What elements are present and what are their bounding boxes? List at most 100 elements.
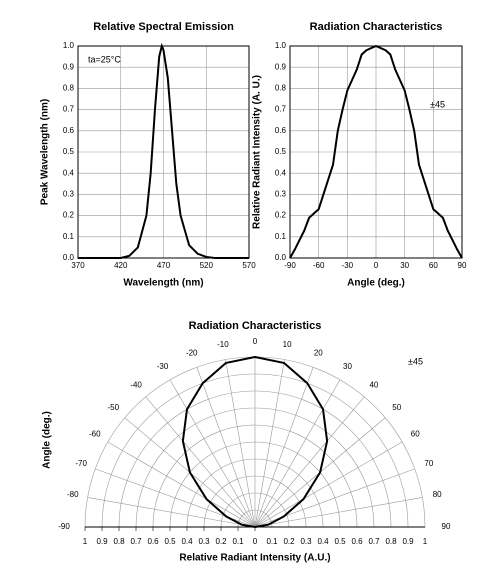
angle-tick-label: 0 — [253, 337, 258, 346]
angle-tick-label: 80 — [433, 490, 442, 499]
data-line — [181, 356, 329, 528]
chart-title: Relative Spectral Emission — [93, 21, 234, 33]
r-tick-label: 0.4 — [181, 537, 193, 546]
chart-title: Radiation Characteristics — [189, 320, 322, 332]
x-tick-label: 0 — [374, 261, 379, 270]
y-tick-label: 0.5 — [63, 147, 75, 156]
r-tick-label: 0.9 — [402, 537, 414, 546]
angle-tick-label: 40 — [369, 380, 378, 389]
x-tick-label: 90 — [458, 261, 467, 270]
angle-tick-label: 60 — [411, 430, 420, 439]
angle-tick-label: -70 — [75, 459, 87, 468]
r-tick-label: 1 — [423, 537, 428, 546]
r-tick-label: 0.9 — [96, 537, 108, 546]
grid-line — [196, 367, 256, 528]
grid-line — [107, 441, 256, 528]
r-tick-label: 0 — [253, 537, 258, 546]
angle-tick-label: 20 — [314, 348, 323, 357]
annotation: ±45 — [408, 356, 423, 366]
angle-tick-label: -60 — [89, 430, 101, 439]
grid-line — [254, 396, 365, 528]
grid-line — [254, 359, 285, 528]
y-tick-label: 0.7 — [63, 105, 75, 114]
chart-title: Radiation Characteristics — [310, 21, 443, 33]
y-tick-label: 0.8 — [275, 84, 287, 93]
y-tick-label: 0.6 — [275, 126, 287, 135]
angle-tick-label: -90 — [58, 522, 70, 531]
grid-line — [225, 359, 256, 528]
r-tick-label: 0.3 — [198, 537, 210, 546]
x-tick-label: -60 — [313, 261, 325, 270]
grid-line — [254, 497, 423, 528]
annotation: ta=25°C — [88, 54, 121, 64]
r-tick-label: 0.1 — [232, 537, 244, 546]
plot-frame — [77, 45, 250, 259]
y-tick-label: 0.3 — [275, 190, 287, 199]
grid-line — [254, 441, 403, 528]
annotation: ±45 — [430, 99, 445, 109]
grid-line — [254, 367, 314, 528]
angle-tick-label: -30 — [157, 362, 169, 371]
angle-tick-label: -10 — [217, 340, 229, 349]
angle-tick-label: -50 — [108, 403, 120, 412]
r-tick-label: 0.6 — [351, 537, 363, 546]
angle-tick-label: 50 — [392, 403, 401, 412]
r-tick-label: 0.1 — [266, 537, 278, 546]
r-tick-label: 1 — [83, 537, 88, 546]
x-axis-label: Angle (deg.) — [347, 278, 405, 289]
x-tick-label: 370 — [71, 261, 85, 270]
x-tick-label: 60 — [429, 261, 438, 270]
angle-tick-label: 30 — [343, 362, 352, 371]
angle-tick-label: -20 — [186, 348, 198, 357]
y-tick-label: 1.0 — [275, 41, 287, 50]
angle-tick-label: 70 — [424, 459, 433, 468]
x-axis-label: Relative Radiant Intensity (A.U.) — [179, 553, 330, 564]
y-tick-label: 0.9 — [275, 62, 287, 71]
grid-line — [145, 396, 256, 528]
y-tick-label: 0.7 — [275, 105, 287, 114]
y-tick-label: 0.0 — [275, 253, 287, 262]
y-tick-label: 0.0 — [63, 253, 75, 262]
x-tick-label: 30 — [400, 261, 409, 270]
r-tick-label: 0.6 — [147, 537, 159, 546]
y-axis-label: Relative Radiant Intensity (A. U.) — [252, 75, 263, 229]
r-tick-label: 0.8 — [385, 537, 397, 546]
x-tick-label: 420 — [114, 261, 128, 270]
y-tick-label: 1.0 — [63, 41, 75, 50]
y-tick-label: 0.4 — [275, 168, 287, 177]
grid-line — [87, 497, 256, 528]
r-tick-label: 0.5 — [334, 537, 346, 546]
y-tick-label: 0.1 — [63, 232, 75, 241]
y-tick-label: 0.1 — [275, 232, 287, 241]
grid-line — [169, 379, 256, 528]
y-tick-label: 0.8 — [63, 84, 75, 93]
angle-tick-label: -80 — [67, 490, 79, 499]
x-tick-label: 570 — [242, 261, 256, 270]
r-tick-label: 0.4 — [317, 537, 329, 546]
y-tick-label: 0.4 — [63, 168, 75, 177]
grid-line — [254, 379, 341, 528]
y-tick-label: 0.2 — [275, 211, 287, 220]
data-line — [289, 44, 463, 259]
y-tick-label: 0.9 — [63, 62, 75, 71]
r-tick-label: 0.2 — [215, 537, 227, 546]
angle-tick-label: 10 — [283, 340, 292, 349]
r-tick-label: 0.7 — [130, 537, 142, 546]
y-tick-label: 0.5 — [275, 147, 287, 156]
x-tick-label: -90 — [284, 261, 296, 270]
y-axis-label: Angle (deg.) — [42, 411, 53, 469]
y-tick-label: 0.3 — [63, 190, 75, 199]
angle-tick-label: 90 — [442, 522, 451, 531]
x-tick-label: 470 — [157, 261, 171, 270]
r-tick-label: 0.8 — [113, 537, 125, 546]
x-tick-label: 520 — [200, 261, 214, 270]
y-tick-label: 0.2 — [63, 211, 75, 220]
r-tick-label: 0.5 — [164, 537, 176, 546]
x-axis-label: Wavelength (nm) — [123, 278, 203, 289]
x-tick-label: -30 — [342, 261, 354, 270]
r-tick-label: 0.3 — [300, 537, 312, 546]
angle-tick-label: -40 — [130, 380, 142, 389]
data-line — [78, 42, 249, 259]
y-axis-label: Peak Wavelength (nm) — [40, 99, 51, 205]
